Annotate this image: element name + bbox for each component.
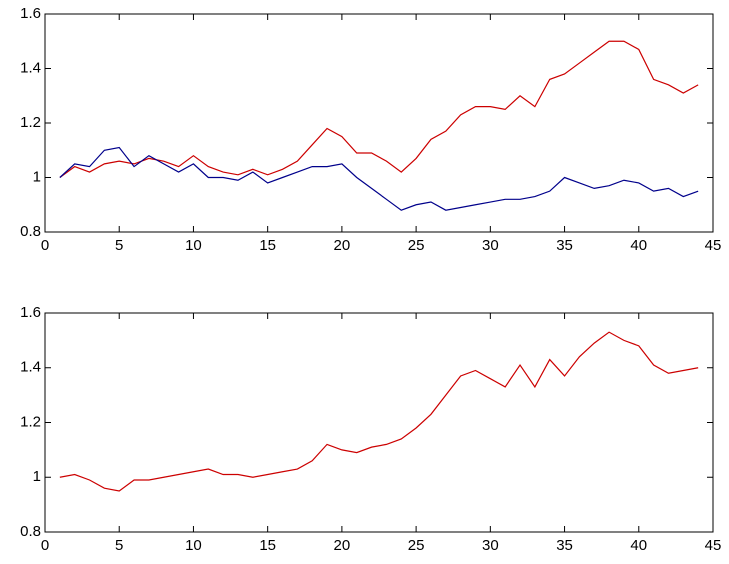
x-tick-label: 40 (630, 237, 647, 254)
y-tick-label: 1 (33, 468, 41, 485)
data-line (59, 146, 699, 211)
x-tick-label: 20 (334, 237, 351, 254)
axes-box (44, 13, 714, 233)
x-tick-label: 15 (259, 537, 276, 554)
x-tick-label: 45 (705, 237, 722, 254)
axes-box (44, 312, 714, 533)
y-tick-label: 1.4 (20, 59, 41, 76)
y-tick-label: 1.6 (20, 5, 41, 22)
x-tick-label: 25 (408, 537, 425, 554)
x-tick-label: 5 (115, 537, 123, 554)
y-tick-label: 1.4 (20, 359, 41, 376)
data-line (59, 40, 699, 178)
x-tick-label: 30 (482, 237, 499, 254)
data-line (59, 331, 699, 492)
y-tick-label: 1.2 (20, 114, 41, 131)
x-tick-label: 45 (705, 537, 722, 554)
x-tick-label: 30 (482, 537, 499, 554)
y-tick-label: 0.8 (20, 223, 41, 240)
x-tick-label: 10 (185, 537, 202, 554)
x-tick-label: 40 (630, 537, 647, 554)
y-tick-label: 1.6 (20, 304, 41, 321)
x-tick-label: 10 (185, 237, 202, 254)
y-tick-label: 0.8 (20, 523, 41, 540)
x-tick-label: 35 (556, 237, 573, 254)
x-tick-label: 15 (259, 237, 276, 254)
x-tick-label: 25 (408, 237, 425, 254)
x-tick-label: 20 (334, 537, 351, 554)
y-tick-label: 1 (33, 168, 41, 185)
y-tick-label: 1.2 (20, 413, 41, 430)
x-tick-label: 0 (41, 237, 49, 254)
x-tick-label: 0 (41, 537, 49, 554)
x-tick-label: 5 (115, 237, 123, 254)
x-tick-label: 35 (556, 537, 573, 554)
